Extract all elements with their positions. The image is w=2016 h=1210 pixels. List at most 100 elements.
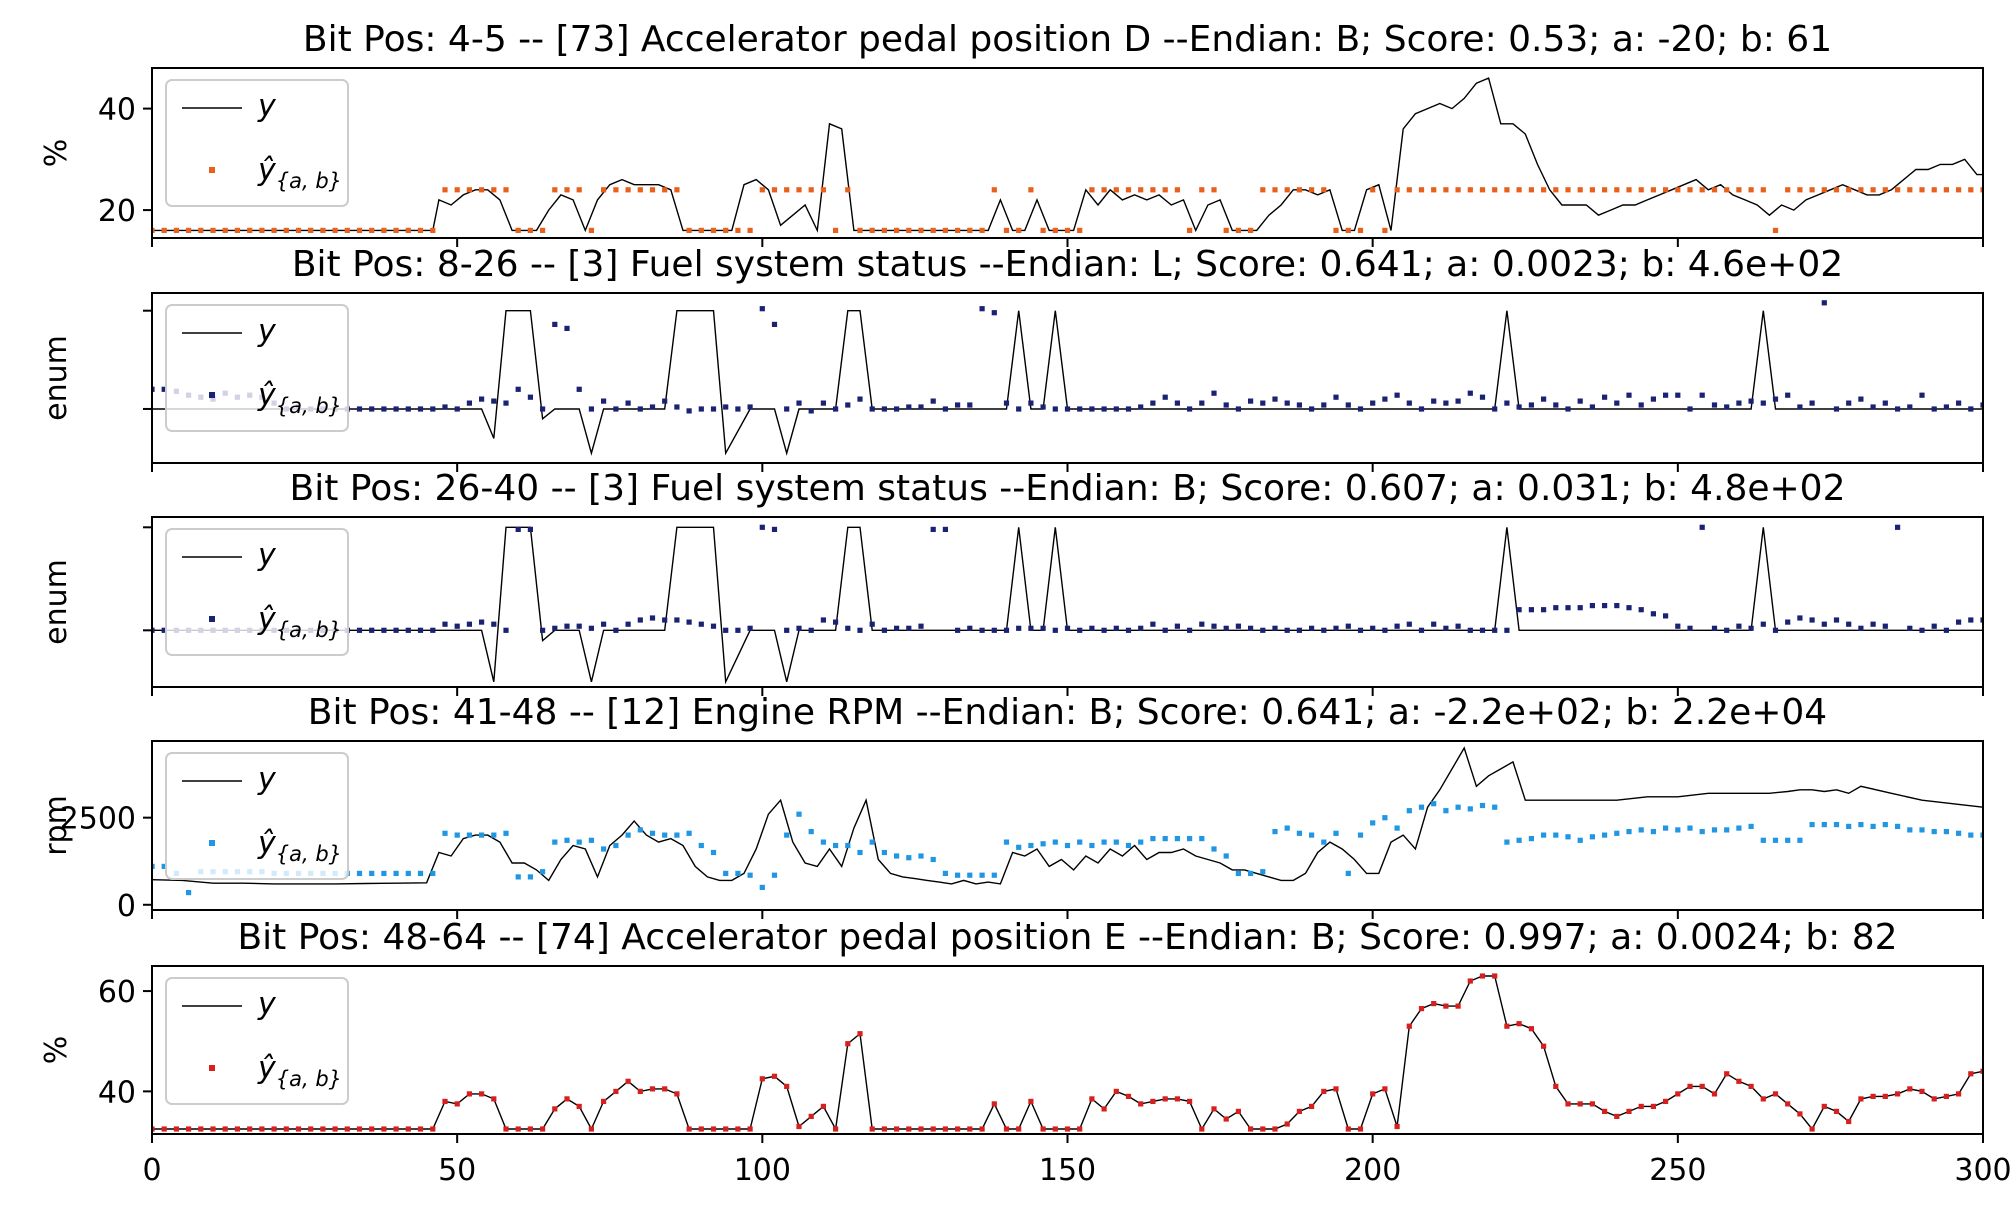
data-point xyxy=(1943,1093,1949,1099)
data-point xyxy=(833,406,839,412)
data-point xyxy=(1614,1113,1620,1119)
data-point xyxy=(1272,396,1278,402)
data-point xyxy=(405,227,411,233)
data-point xyxy=(1980,832,1983,838)
data-point xyxy=(1028,187,1034,193)
data-point xyxy=(1626,605,1632,611)
data-point xyxy=(1125,187,1132,193)
data-point xyxy=(1907,827,1913,833)
data-point xyxy=(979,306,985,312)
data-point xyxy=(1284,1121,1290,1127)
data-point xyxy=(515,227,521,233)
data-point xyxy=(1455,398,1461,404)
plot-area xyxy=(152,973,1983,1132)
data-point xyxy=(674,617,680,623)
y-tick-label: 0 xyxy=(117,889,136,924)
data-point xyxy=(540,869,546,875)
data-point xyxy=(503,627,509,633)
data-point xyxy=(1333,394,1339,400)
data-point xyxy=(1541,1043,1547,1049)
data-point xyxy=(1736,1078,1742,1084)
data-point xyxy=(1199,400,1205,406)
data-point xyxy=(1052,406,1058,412)
y-axis-label: enum xyxy=(39,559,74,645)
data-point xyxy=(625,1078,631,1084)
data-point xyxy=(393,406,399,412)
data-point xyxy=(1772,227,1779,233)
data-point xyxy=(1736,400,1742,406)
data-point xyxy=(1235,406,1241,412)
data-point xyxy=(1418,804,1425,810)
data-point xyxy=(906,404,912,410)
data-point xyxy=(1003,627,1010,633)
data-point xyxy=(1956,619,1962,625)
data-point xyxy=(1064,625,1071,631)
data-point xyxy=(1028,400,1034,406)
data-point xyxy=(1821,621,1827,627)
data-point xyxy=(1309,187,1315,193)
data-point xyxy=(1931,187,1937,193)
data-point xyxy=(991,872,997,878)
legend-label: ŷ{a, b} xyxy=(257,1051,342,1091)
data-point xyxy=(1614,400,1620,406)
subplot-4: Bit Pos: 41-48 -- [12] Engine RPM --Endi… xyxy=(39,692,1984,924)
data-point xyxy=(1138,625,1144,631)
data-point xyxy=(442,830,448,836)
data-point xyxy=(1870,187,1876,193)
data-point xyxy=(1736,825,1742,831)
data-point xyxy=(1455,623,1461,629)
axes-frame xyxy=(151,67,1984,239)
data-point xyxy=(894,406,900,412)
data-point xyxy=(173,227,179,233)
data-point xyxy=(527,1126,533,1132)
data-point xyxy=(1907,404,1913,410)
data-point xyxy=(796,1123,802,1130)
data-point xyxy=(955,872,961,878)
data-point xyxy=(393,1126,399,1132)
data-point xyxy=(662,1086,668,1092)
data-point xyxy=(369,227,375,233)
data-point xyxy=(698,621,704,627)
data-point xyxy=(1577,605,1583,611)
data-point xyxy=(1980,1068,1983,1074)
data-point xyxy=(430,627,436,633)
data-point xyxy=(1724,187,1730,193)
data-point xyxy=(759,524,765,530)
data-point xyxy=(1467,390,1473,396)
data-point xyxy=(808,187,814,193)
data-point xyxy=(833,1126,839,1132)
data-point xyxy=(710,227,717,233)
data-point xyxy=(601,621,607,627)
data-point xyxy=(430,227,436,233)
data-point xyxy=(637,827,643,833)
data-point xyxy=(1357,832,1364,838)
data-point xyxy=(356,870,363,876)
data-point xyxy=(649,404,656,410)
data-point xyxy=(259,227,265,233)
data-point xyxy=(747,872,753,878)
data-point xyxy=(1760,187,1766,193)
data-point xyxy=(1711,625,1718,631)
data-point xyxy=(894,853,900,859)
data-point xyxy=(1504,839,1510,845)
data-point xyxy=(723,404,729,410)
data-point xyxy=(1321,187,1327,193)
data-point xyxy=(1040,227,1046,233)
data-point xyxy=(1138,187,1144,193)
data-point xyxy=(1333,625,1339,631)
data-point xyxy=(881,227,887,233)
data-point xyxy=(1626,392,1632,398)
data-point xyxy=(491,832,497,838)
data-point xyxy=(967,872,973,878)
data-point xyxy=(1968,406,1974,412)
data-point xyxy=(869,227,875,233)
data-point xyxy=(759,1076,765,1082)
data-point xyxy=(540,1126,546,1132)
data-point xyxy=(649,615,656,621)
data-point xyxy=(1809,1126,1815,1132)
data-point xyxy=(1394,392,1400,398)
data-point xyxy=(1687,1083,1693,1089)
data-point xyxy=(369,1126,375,1132)
data-point xyxy=(1418,1006,1425,1012)
